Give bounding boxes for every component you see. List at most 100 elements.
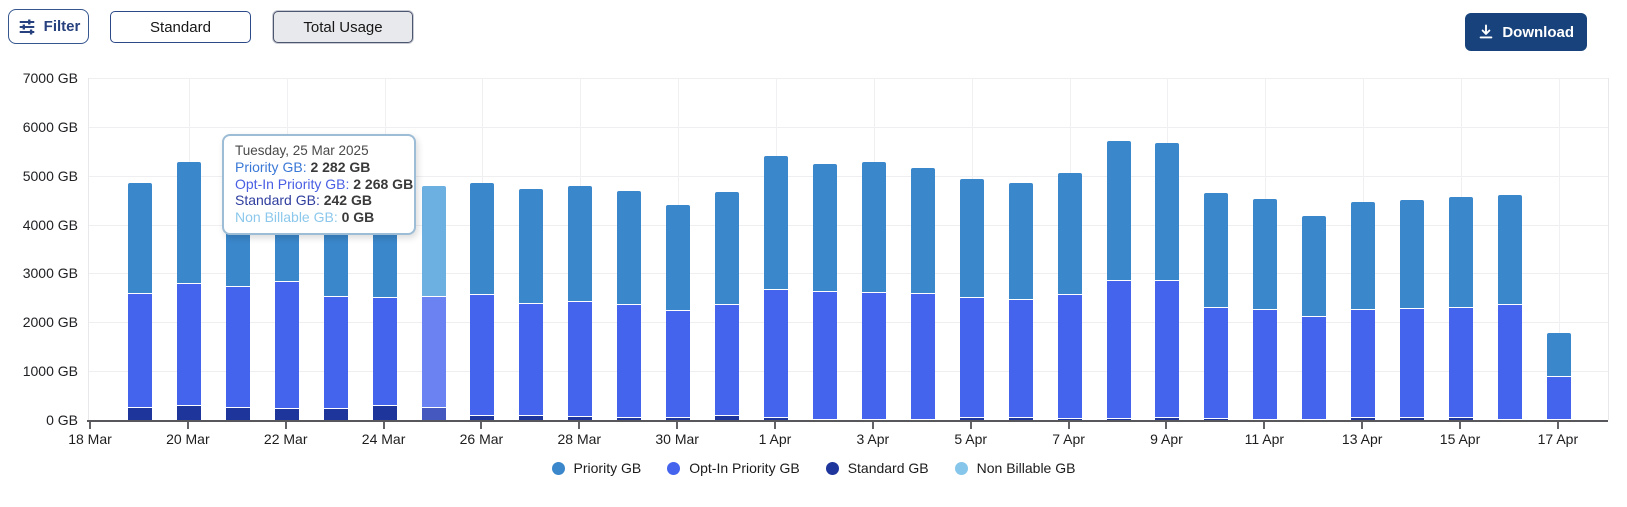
bar-segment-opt-in-priority-gb xyxy=(323,296,348,409)
bar-segment-standard-gb xyxy=(666,418,691,420)
x-axis-tick xyxy=(89,422,91,429)
bar-13-apr[interactable] xyxy=(1351,201,1376,420)
bar-29-mar[interactable] xyxy=(617,191,642,420)
bar-2-apr[interactable] xyxy=(812,164,837,420)
bar-segment-priority-gb xyxy=(1253,199,1278,310)
bar-segment-opt-in-priority-gb xyxy=(1546,376,1571,420)
bar-segment-opt-in-priority-gb xyxy=(764,289,789,419)
tooltip-row: Non Billable GB: 0 GB xyxy=(235,208,375,225)
priority-swatch-icon xyxy=(551,461,565,475)
bar-segment-standard-gb xyxy=(1106,418,1131,420)
bar-9-apr[interactable] xyxy=(1155,143,1180,420)
x-axis-label: 1 Apr xyxy=(758,431,792,447)
bar-7-apr[interactable] xyxy=(1057,173,1082,420)
bar-19-mar[interactable] xyxy=(127,183,152,420)
bar-4-apr[interactable] xyxy=(910,167,935,420)
chart-tooltip: Tuesday, 25 Mar 2025 Priority GB: 2 282 … xyxy=(222,134,416,235)
bar-segment-standard-gb xyxy=(1008,417,1033,420)
filter-button[interactable]: Filter xyxy=(8,9,89,44)
bar-segment-priority-gb xyxy=(1400,200,1425,309)
x-axis-label: 7 Apr xyxy=(1052,431,1085,447)
bar-segment-opt-in-priority-gb xyxy=(1253,309,1278,420)
bar-20-mar[interactable] xyxy=(176,162,201,420)
x-axis-tick xyxy=(382,422,385,429)
bar-segment-priority-gb xyxy=(1302,216,1327,317)
tooltip-row: Opt-In Priority GB: 2 268 GB xyxy=(235,175,414,192)
standard-swatch-icon xyxy=(825,461,839,475)
download-button[interactable]: Download xyxy=(1465,13,1587,51)
x-axis-label: 28 Mar xyxy=(557,431,602,447)
bar-6-apr[interactable] xyxy=(1008,182,1033,420)
bar-28-mar[interactable] xyxy=(568,186,593,420)
bar-27-mar[interactable] xyxy=(519,189,544,420)
total-usage-view-button[interactable]: Total Usage xyxy=(273,11,413,43)
bar-1-apr[interactable] xyxy=(764,156,789,420)
bar-segment-priority-gb xyxy=(1106,140,1131,281)
bar-segment-opt-in-priority-gb xyxy=(1449,308,1474,419)
bar-segment-standard-gb xyxy=(617,417,642,420)
bar-14-apr[interactable] xyxy=(1400,200,1425,420)
bar-segment-opt-in-priority-gb xyxy=(1155,280,1180,419)
bar-segment-standard-gb xyxy=(1400,418,1425,420)
bar-segment-opt-in-priority-gb xyxy=(1497,305,1522,420)
bar-segment-opt-in-priority-gb xyxy=(812,292,837,420)
y-gridline xyxy=(89,78,1608,79)
bar-segment-priority-gb xyxy=(127,183,152,295)
y-axis-label: 1000 GB xyxy=(22,363,78,380)
bar-segment-opt-in-priority-gb xyxy=(1400,308,1425,419)
bar-17-apr[interactable] xyxy=(1546,332,1571,420)
download-button-label: Download xyxy=(1502,23,1574,41)
bar-segment-priority-gb xyxy=(715,191,740,305)
legend-item-standard[interactable]: Standard GB xyxy=(825,460,929,476)
bar-segment-priority-gb xyxy=(1351,201,1376,310)
x-axis-tick xyxy=(578,422,581,429)
bar-11-apr[interactable] xyxy=(1253,199,1278,420)
bar-25-mar[interactable] xyxy=(421,185,446,420)
bar-26-mar[interactable] xyxy=(470,182,495,420)
bar-segment-priority-gb xyxy=(666,204,691,312)
x-axis-tick xyxy=(1556,422,1559,429)
y-gridline xyxy=(89,273,1608,275)
bar-segment-standard-gb xyxy=(323,408,348,420)
bar-segment-priority-gb xyxy=(1155,143,1180,281)
bar-16-apr[interactable] xyxy=(1497,194,1522,420)
legend-item-priority[interactable]: Priority GB xyxy=(551,460,641,476)
bar-segment-standard-gb xyxy=(764,418,789,420)
bar-31-mar[interactable] xyxy=(715,191,740,420)
bar-segment-opt-in-priority-gb xyxy=(225,287,250,408)
bar-30-mar[interactable] xyxy=(666,204,691,420)
bar-segment-priority-gb xyxy=(1057,173,1082,296)
x-axis-label: 15 Apr xyxy=(1439,431,1481,447)
legend-item-non-billable[interactable]: Non Billable GB xyxy=(954,460,1075,476)
x-axis-tick xyxy=(1459,422,1462,429)
bar-segment-priority-gb xyxy=(1204,192,1229,309)
bar-15-apr[interactable] xyxy=(1449,197,1474,420)
bar-segment-standard-gb xyxy=(421,408,446,420)
bar-segment-opt-in-priority-gb xyxy=(421,297,446,409)
x-axis-line xyxy=(87,420,1608,422)
bar-segment-standard-gb xyxy=(127,407,152,420)
bar-segment-standard-gb xyxy=(1449,418,1474,420)
bar-segment-priority-gb xyxy=(1497,194,1522,306)
bar-10-apr[interactable] xyxy=(1204,192,1229,420)
x-axis-tick xyxy=(1165,422,1168,429)
x-axis-tick xyxy=(871,422,874,429)
bar-segment-priority-gb xyxy=(861,162,886,294)
y-axis-label: 2000 GB xyxy=(22,314,78,331)
filter-sliders-icon xyxy=(17,17,37,37)
bar-5-apr[interactable] xyxy=(959,178,984,420)
bar-segment-opt-in-priority-gb xyxy=(861,293,886,420)
bar-8-apr[interactable] xyxy=(1106,140,1131,420)
bar-segment-opt-in-priority-gb xyxy=(372,298,397,407)
standard-view-button[interactable]: Standard xyxy=(110,11,251,43)
bar-segment-priority-gb xyxy=(470,182,495,296)
x-axis-label: 13 Apr xyxy=(1341,431,1383,447)
x-gridline xyxy=(1558,78,1560,420)
bar-12-apr[interactable] xyxy=(1302,216,1327,420)
x-axis-label: 22 Mar xyxy=(263,431,308,447)
bar-segment-priority-gb xyxy=(959,178,984,298)
bar-3-apr[interactable] xyxy=(861,162,886,420)
x-axis-tick xyxy=(284,422,287,429)
legend-item-opt-in-priority[interactable]: Opt-In Priority GB xyxy=(667,460,800,476)
